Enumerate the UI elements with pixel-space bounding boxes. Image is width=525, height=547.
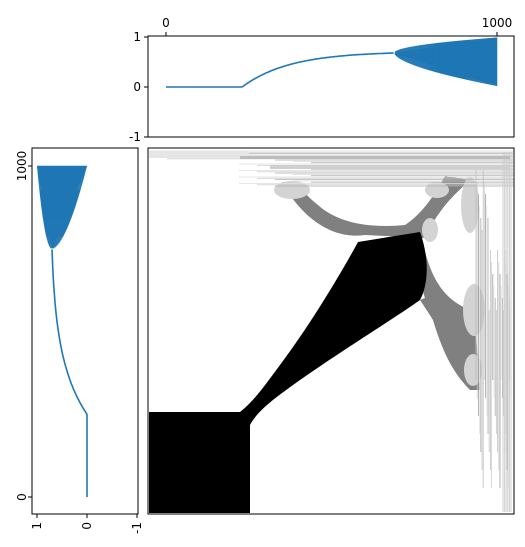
matrix-blob-light-1 <box>274 181 310 199</box>
left-x-tick-label: 0 <box>80 522 94 530</box>
main-matrix <box>149 149 513 513</box>
matrix-streak-bar <box>240 156 510 159</box>
top-y-tick-label: 0 <box>133 80 141 94</box>
top-series-line <box>166 52 394 88</box>
matrix-streak-bar <box>149 151 249 158</box>
matrix-blob-light-3 <box>461 177 479 233</box>
left-series-line <box>51 249 88 497</box>
left-y-tick-label: 1000 <box>15 151 29 182</box>
top-panel-ticks: 0 1000 1 0 -1 <box>129 16 512 144</box>
main-panel-frame <box>147 147 515 515</box>
left-panel-frame <box>31 147 139 515</box>
top-panel: 0 1000 1 0 -1 <box>129 16 515 144</box>
main-panel <box>147 147 515 515</box>
matrix-region-grey-lower <box>420 295 470 385</box>
left-y-tick-label: 0 <box>15 493 29 501</box>
matrix-streak-bar <box>270 165 510 169</box>
top-x-tick-label: 0 <box>162 16 170 30</box>
top-y-tick-label: -1 <box>129 130 141 144</box>
left-panel: 1 0 -1 0 1000 <box>15 147 144 534</box>
left-x-tick-label: -1 <box>130 522 144 534</box>
top-y-tick-label: 1 <box>133 30 141 44</box>
left-panel-ticks: 1 0 -1 0 1000 <box>15 151 144 534</box>
matrix-region-grey-upper <box>282 176 470 238</box>
matrix-region-grey-right <box>419 238 480 390</box>
top-panel-series <box>166 37 498 88</box>
matrix-blob-light-4 <box>422 218 438 242</box>
matrix-streaks <box>149 150 513 512</box>
top-x-tick-label: 1000 <box>482 16 513 30</box>
left-x-tick-label: 1 <box>30 522 44 530</box>
matrix-region-black <box>149 232 427 513</box>
left-panel-series <box>37 165 88 497</box>
